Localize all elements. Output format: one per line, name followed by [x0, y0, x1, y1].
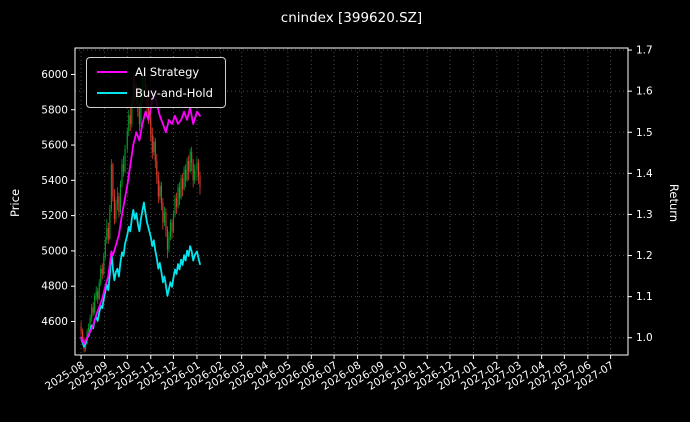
svg-text:5000: 5000: [41, 245, 68, 257]
svg-text:4600: 4600: [41, 316, 68, 328]
svg-text:5400: 5400: [41, 175, 68, 187]
svg-text:1.5: 1.5: [636, 127, 653, 139]
svg-text:1.1: 1.1: [636, 291, 653, 303]
svg-text:1.0: 1.0: [636, 332, 653, 344]
legend: AI Strategy Buy-and-Hold: [86, 57, 226, 108]
legend-label-buy-and-hold: Buy-and-Hold: [135, 86, 213, 100]
svg-text:5600: 5600: [41, 140, 68, 152]
svg-text:5800: 5800: [41, 104, 68, 116]
ai-strategy-line-icon: [97, 71, 127, 73]
chart-title: cnindex [399620.SZ]: [280, 10, 423, 26]
svg-text:4800: 4800: [41, 281, 68, 293]
legend-item-ai-strategy: AI Strategy: [97, 65, 213, 79]
svg-text:1.4: 1.4: [636, 168, 653, 180]
svg-text:5200: 5200: [41, 210, 68, 222]
svg-text:1.6: 1.6: [636, 86, 653, 98]
legend-item-buy-and-hold: Buy-and-Hold: [97, 86, 213, 100]
svg-text:6000: 6000: [41, 69, 68, 81]
legend-label-ai-strategy: AI Strategy: [135, 65, 200, 79]
buy-and-hold-line-icon: [97, 92, 127, 94]
svg-text:1.7: 1.7: [636, 45, 653, 57]
svg-text:1.3: 1.3: [636, 209, 653, 221]
svg-text:1.2: 1.2: [636, 250, 653, 262]
